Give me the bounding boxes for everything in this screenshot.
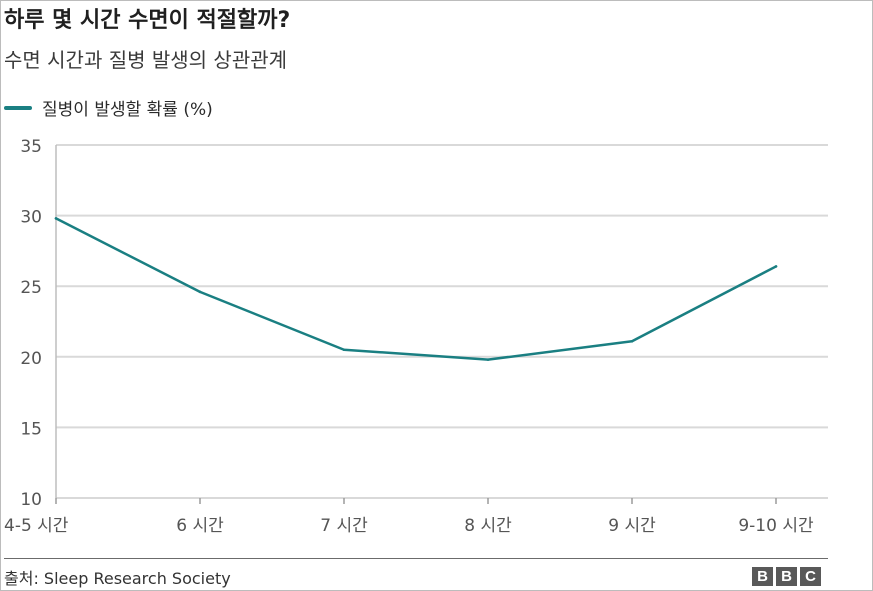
x-tick-label: 7 시간 (320, 516, 368, 536)
y-tick-label: 25 (20, 278, 42, 298)
bbc-logo: B B C (752, 567, 821, 586)
data-point (774, 265, 778, 268)
y-tick-label: 35 (20, 137, 42, 157)
footer-divider (4, 558, 828, 559)
x-tick-label: 4-5 시간 (4, 516, 69, 536)
data-point (342, 348, 346, 352)
bbc-logo-letter: B (776, 567, 797, 586)
chart-title: 하루 몇 시간 수면이 적절할까? (4, 8, 291, 33)
y-tick-label: 20 (20, 349, 42, 369)
series-line (54, 217, 778, 361)
data-point (486, 358, 490, 361)
source-note: 출처: Sleep Research Society (4, 569, 231, 588)
data-point (630, 339, 634, 343)
x-tick-label: 9-10 시간 (738, 516, 814, 536)
x-tick-label: 6 시간 (176, 516, 224, 536)
y-tick-label: 30 (20, 208, 42, 228)
y-tick-label: 15 (20, 419, 42, 439)
legend: 질병이 발생할 확률 (%) (4, 95, 213, 120)
y-tick-label: 10 (20, 490, 42, 510)
legend-label: 질병이 발생할 확률 (%) (42, 100, 213, 120)
chart-subtitle: 수면 시간과 질병 발생의 상관관계 (4, 48, 288, 72)
data-point (198, 290, 202, 294)
bbc-logo-letter: B (752, 567, 773, 586)
x-tick-label: 9 시간 (608, 516, 656, 536)
legend-swatch-icon (4, 105, 32, 110)
bbc-logo-letter: C (800, 567, 821, 586)
x-tick-label: 8 시간 (464, 516, 512, 536)
data-point (54, 217, 58, 220)
